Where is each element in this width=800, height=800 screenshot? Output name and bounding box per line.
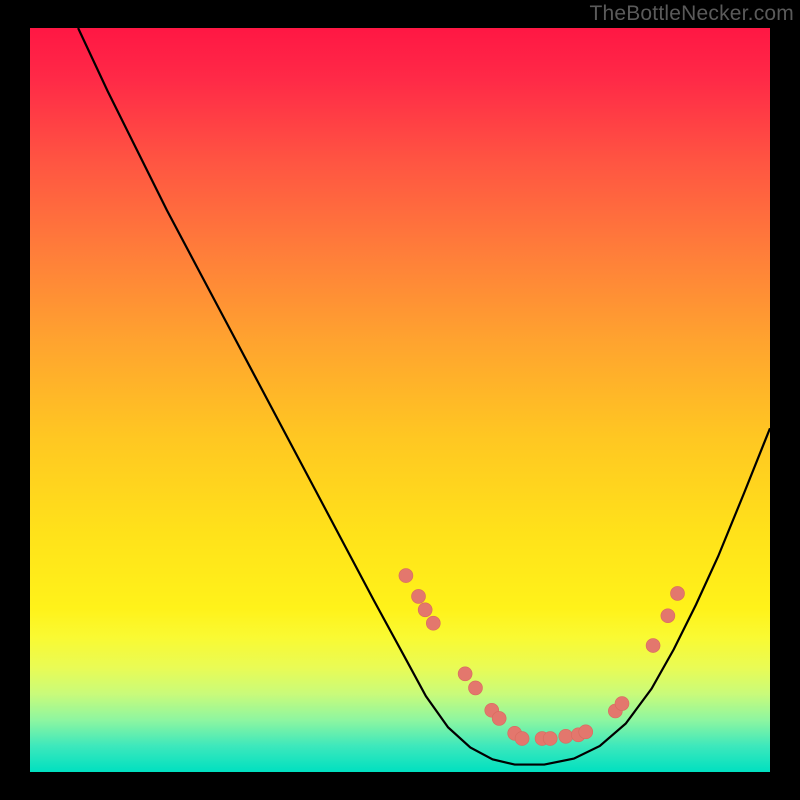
watermark-label: TheBottleNecker.com [589,2,794,26]
data-marker [412,589,426,603]
data-marker [646,639,660,653]
bottleneck-curve [78,28,770,765]
data-marker [671,586,685,600]
data-marker [418,603,432,617]
data-marker [559,729,573,743]
data-marker [426,616,440,630]
data-marker [492,711,506,725]
data-marker [515,732,529,746]
data-marker [615,697,629,711]
plot-area [30,28,770,772]
data-marker [579,725,593,739]
data-marker [399,569,413,583]
chart-svg [30,28,770,772]
data-marker [468,681,482,695]
data-marker [458,667,472,681]
chart-canvas: TheBottleNecker.com [0,0,800,800]
data-marker [661,609,675,623]
data-marker [543,732,557,746]
